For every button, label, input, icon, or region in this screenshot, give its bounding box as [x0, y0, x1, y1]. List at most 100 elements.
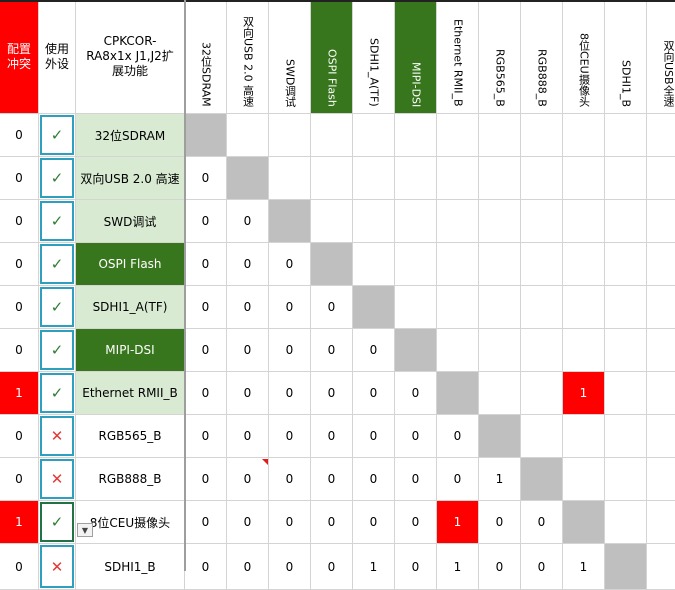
matrix-cell[interactable]: 0: [311, 415, 353, 458]
matrix-cell[interactable]: [395, 243, 437, 286]
matrix-cell[interactable]: 1: [563, 544, 605, 590]
column-header[interactable]: RGB888_B: [521, 0, 563, 114]
matrix-cell[interactable]: 0: [311, 329, 353, 372]
matrix-cell[interactable]: [395, 329, 437, 372]
matrix-cell[interactable]: 0: [269, 243, 311, 286]
matrix-cell[interactable]: 0: [395, 415, 437, 458]
matrix-cell[interactable]: 0: [311, 286, 353, 329]
matrix-cell[interactable]: [269, 200, 311, 243]
matrix-cell[interactable]: [563, 501, 605, 544]
dropdown-arrow-icon[interactable]: ▼: [77, 523, 93, 537]
matrix-cell[interactable]: 0: [395, 458, 437, 501]
matrix-cell[interactable]: 0: [521, 501, 563, 544]
matrix-cell[interactable]: [353, 286, 395, 329]
column-header[interactable]: SDHI1_A(TF): [353, 0, 395, 114]
matrix-cell[interactable]: 0: [227, 329, 269, 372]
matrix-cell[interactable]: [563, 329, 605, 372]
matrix-cell[interactable]: 0: [269, 544, 311, 590]
matrix-cell[interactable]: 0: [353, 329, 395, 372]
column-header[interactable]: RGB565_B: [479, 0, 521, 114]
comment-indicator-icon[interactable]: [262, 459, 268, 465]
matrix-cell[interactable]: 0: [227, 286, 269, 329]
matrix-cell[interactable]: [521, 458, 563, 501]
matrix-cell[interactable]: 0: [395, 372, 437, 415]
matrix-cell[interactable]: 0: [479, 544, 521, 590]
matrix-cell[interactable]: 0: [311, 458, 353, 501]
matrix-cell[interactable]: [647, 200, 675, 243]
use-checkmark-icon[interactable]: ✓: [39, 114, 76, 157]
matrix-cell[interactable]: [437, 329, 479, 372]
matrix-cell[interactable]: 0: [437, 458, 479, 501]
matrix-cell[interactable]: 0: [227, 372, 269, 415]
matrix-cell[interactable]: 0: [269, 329, 311, 372]
matrix-cell[interactable]: [521, 200, 563, 243]
matrix-cell[interactable]: 1: [563, 372, 605, 415]
conflict-cell[interactable]: 0: [0, 458, 39, 501]
use-header[interactable]: 使用外设: [39, 0, 76, 114]
use-checkmark-icon[interactable]: ✓: [39, 286, 76, 329]
function-name-cell[interactable]: 32位SDRAM: [76, 114, 185, 157]
matrix-cell[interactable]: [647, 243, 675, 286]
matrix-cell[interactable]: [647, 372, 675, 415]
matrix-cell[interactable]: 0: [311, 501, 353, 544]
matrix-cell[interactable]: [479, 200, 521, 243]
matrix-cell[interactable]: 0: [185, 458, 227, 501]
use-checkmark-icon[interactable]: ✓: [39, 200, 76, 243]
matrix-cell[interactable]: [395, 286, 437, 329]
matrix-cell[interactable]: 0: [227, 243, 269, 286]
conflict-cell[interactable]: 0: [0, 114, 39, 157]
conflict-cell[interactable]: 1: [0, 372, 39, 415]
matrix-cell[interactable]: 1: [437, 544, 479, 590]
matrix-cell[interactable]: [395, 114, 437, 157]
matrix-cell[interactable]: 0: [185, 501, 227, 544]
matrix-cell[interactable]: [269, 114, 311, 157]
matrix-cell[interactable]: [605, 286, 647, 329]
matrix-cell[interactable]: 0: [395, 501, 437, 544]
matrix-cell[interactable]: [605, 544, 647, 590]
function-name-cell[interactable]: 双向USB 2.0 高速: [76, 157, 185, 200]
matrix-cell[interactable]: 0: [311, 544, 353, 590]
matrix-cell[interactable]: [563, 114, 605, 157]
matrix-cell[interactable]: [479, 157, 521, 200]
matrix-cell[interactable]: 1: [479, 458, 521, 501]
matrix-cell[interactable]: [437, 114, 479, 157]
matrix-cell[interactable]: 0: [479, 501, 521, 544]
matrix-cell[interactable]: [605, 243, 647, 286]
matrix-cell[interactable]: [395, 157, 437, 200]
matrix-cell[interactable]: 0: [185, 157, 227, 200]
column-header[interactable]: 32位SDRAM: [185, 0, 227, 114]
column-header[interactable]: SWD调试: [269, 0, 311, 114]
use-cross-icon[interactable]: ✕: [39, 458, 76, 501]
conflict-cell[interactable]: 0: [0, 544, 39, 590]
matrix-cell[interactable]: [311, 200, 353, 243]
matrix-cell[interactable]: 0: [185, 415, 227, 458]
matrix-cell[interactable]: 0: [269, 458, 311, 501]
matrix-cell[interactable]: 0: [353, 372, 395, 415]
matrix-cell[interactable]: 0: [227, 501, 269, 544]
use-checkmark-icon[interactable]: ✓: [39, 501, 76, 544]
matrix-cell[interactable]: 0: [185, 243, 227, 286]
matrix-cell[interactable]: [353, 114, 395, 157]
matrix-cell[interactable]: [605, 415, 647, 458]
matrix-cell[interactable]: 0: [269, 501, 311, 544]
function-name-cell[interactable]: MIPI-DSI: [76, 329, 185, 372]
matrix-cell[interactable]: 0: [269, 372, 311, 415]
matrix-cell[interactable]: 0: [185, 372, 227, 415]
matrix-cell[interactable]: [353, 243, 395, 286]
matrix-cell[interactable]: [437, 372, 479, 415]
matrix-cell[interactable]: [563, 458, 605, 501]
matrix-cell[interactable]: [605, 114, 647, 157]
matrix-cell[interactable]: 0: [395, 544, 437, 590]
use-checkmark-icon[interactable]: ✓: [39, 372, 76, 415]
column-header[interactable]: OSPI Flash: [311, 0, 353, 114]
matrix-cell[interactable]: [521, 415, 563, 458]
use-checkmark-icon[interactable]: ✓: [39, 243, 76, 286]
matrix-cell[interactable]: [605, 458, 647, 501]
conflict-cell[interactable]: 0: [0, 415, 39, 458]
matrix-cell[interactable]: 0: [185, 329, 227, 372]
matrix-cell[interactable]: 0: [185, 544, 227, 590]
matrix-cell[interactable]: [521, 243, 563, 286]
matrix-cell[interactable]: 0: [353, 415, 395, 458]
matrix-cell[interactable]: 0: [227, 458, 269, 501]
matrix-cell[interactable]: [647, 114, 675, 157]
